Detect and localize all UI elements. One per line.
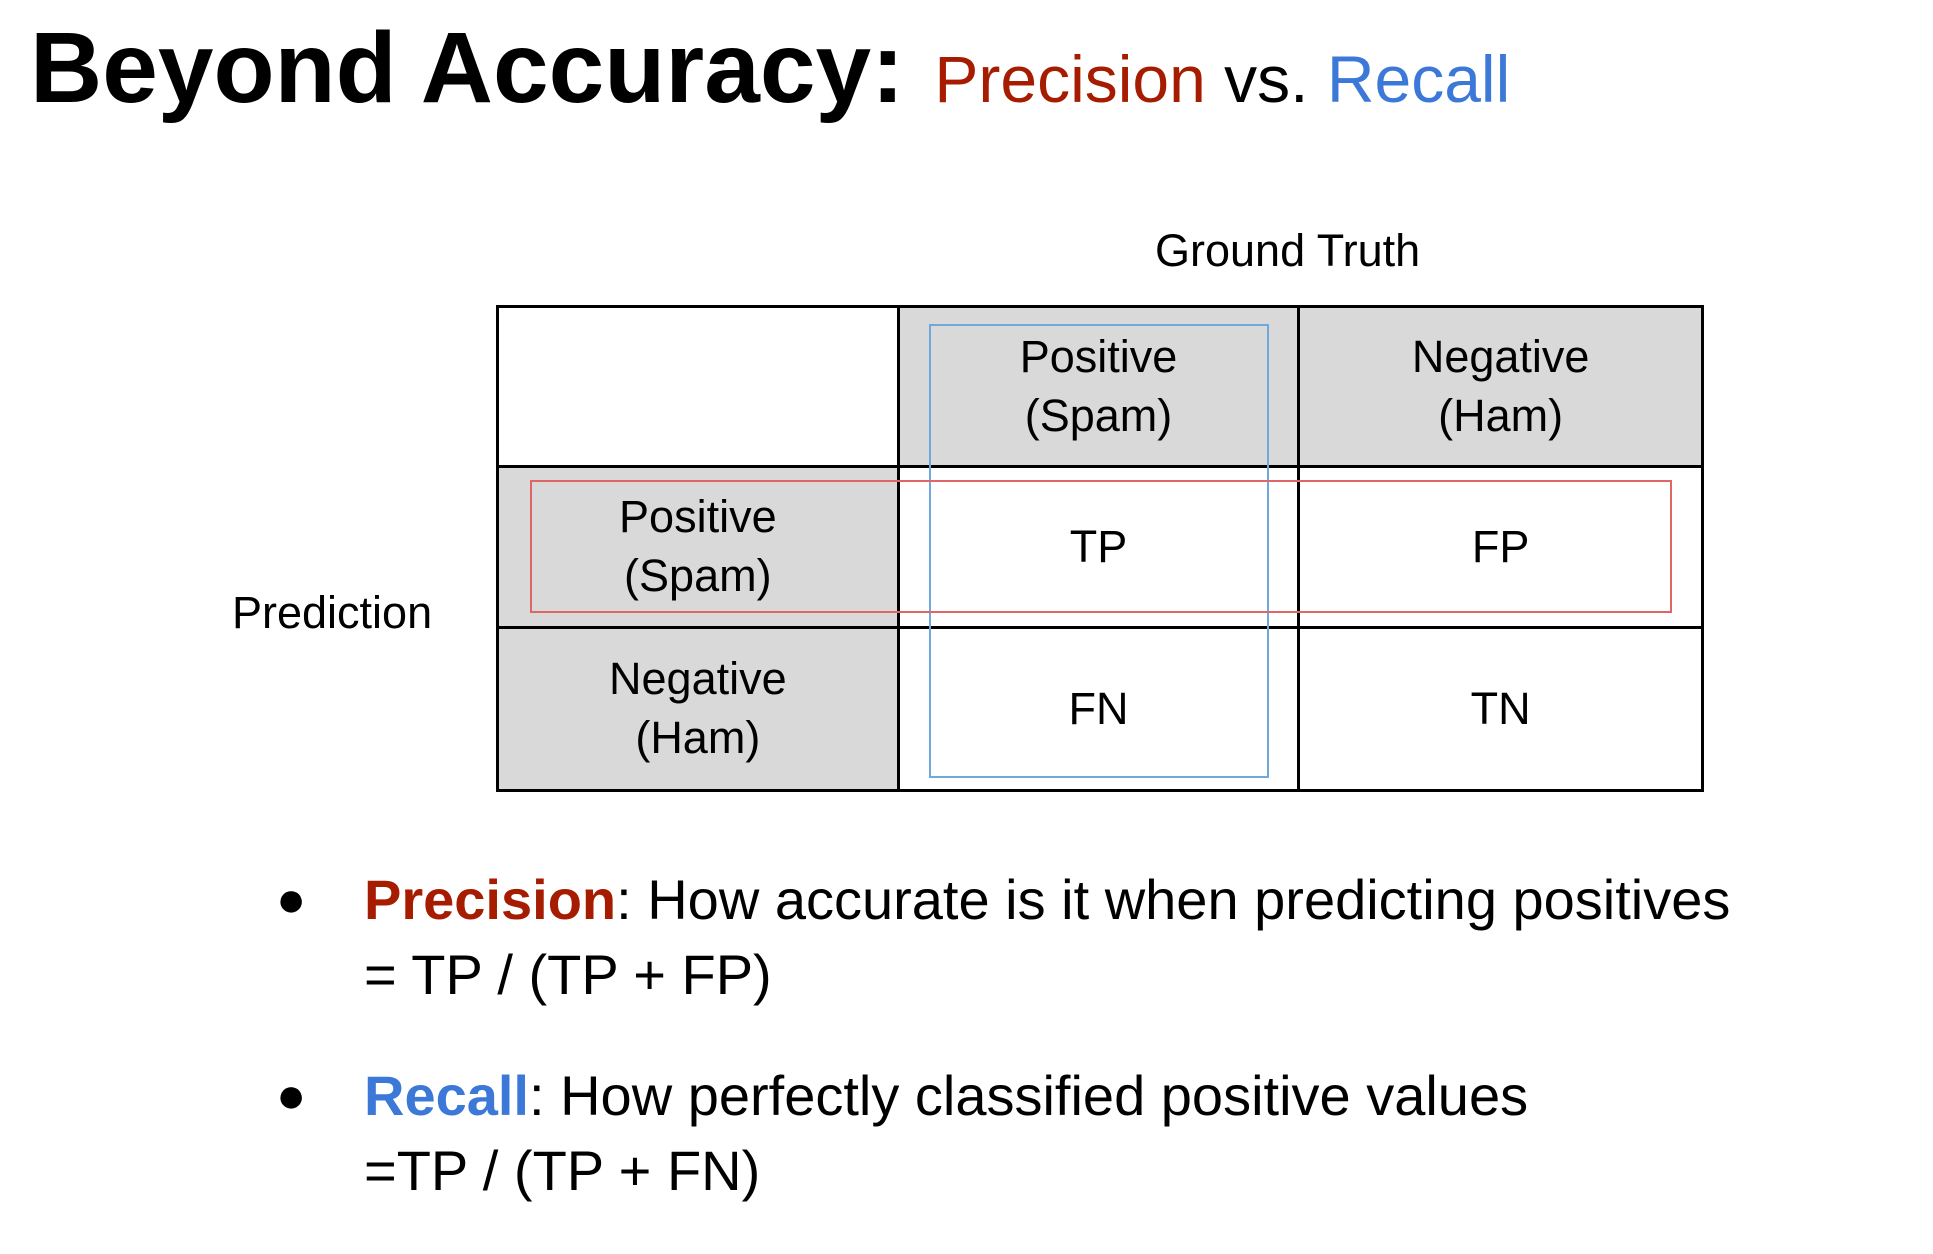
matrix-corner-cell [499,308,900,469]
col-header-negative: Negative (Ham) [1300,308,1701,469]
precision-bullet-text: Precision: How accurate is it when predi… [364,862,1730,1012]
title-main: Beyond Accuracy: [30,12,905,124]
cell-tn-label: TN [1470,682,1531,734]
row-header-positive-label: Positive (Spam) [619,491,777,601]
col-header-positive-label: Positive (Spam) [1019,331,1178,441]
recall-bullet: ● Recall: How perfectly classified posit… [270,1058,1870,1208]
cell-tp-label: TP [1069,520,1128,572]
confusion-matrix: Positive (Spam) Negative (Ham) Positive … [496,305,1704,792]
precision-description: : How accurate is it when predicting pos… [616,868,1731,931]
bullet-dot-icon: ● [276,871,307,927]
col-header-negative-label: Negative (Ham) [1411,331,1590,441]
cell-tn: TN [1300,629,1701,789]
row-header-positive: Positive (Spam) [499,468,900,629]
prediction-label: Prediction [232,587,433,638]
row-header-negative-label: Negative (Ham) [609,653,787,763]
precision-bullet: ● Precision: How accurate is it when pre… [270,862,1870,1012]
precision-formula: = TP / (TP + FP) [364,943,772,1006]
title-precision: Precision [934,42,1206,116]
cell-fp-label: FP [1471,520,1530,572]
recall-definition-line: Recall: How perfectly classified positiv… [364,1058,1528,1133]
cell-fn-label: FN [1068,682,1129,734]
recall-formula: =TP / (TP + FN) [364,1139,761,1202]
title-subtitle: Precision vs. Recall [934,42,1510,116]
row-header-negative: Negative (Ham) [499,628,900,789]
precision-definition-line: Precision: How accurate is it when predi… [364,862,1730,937]
cell-fn: FN [900,628,1301,789]
title-recall: Recall [1326,42,1511,116]
cell-tp: TP [899,468,1301,629]
recall-term: Recall [364,1064,529,1127]
cell-fp: FP [1300,468,1701,629]
precision-term: Precision [364,868,617,931]
title-vs: vs. [1224,42,1309,116]
col-header-positive: Positive (Spam) [899,308,1301,469]
recall-description: : How perfectly classified positive valu… [529,1064,1529,1127]
bullet-dot-icon: ● [276,1067,307,1123]
recall-bullet-text: Recall: How perfectly classified positiv… [364,1058,1528,1208]
definition-list: ● Precision: How accurate is it when pre… [270,862,1870,1254]
slide-title: Beyond Accuracy: Precision vs. Recall [30,18,1510,118]
ground-truth-label: Ground Truth [1155,225,1421,276]
